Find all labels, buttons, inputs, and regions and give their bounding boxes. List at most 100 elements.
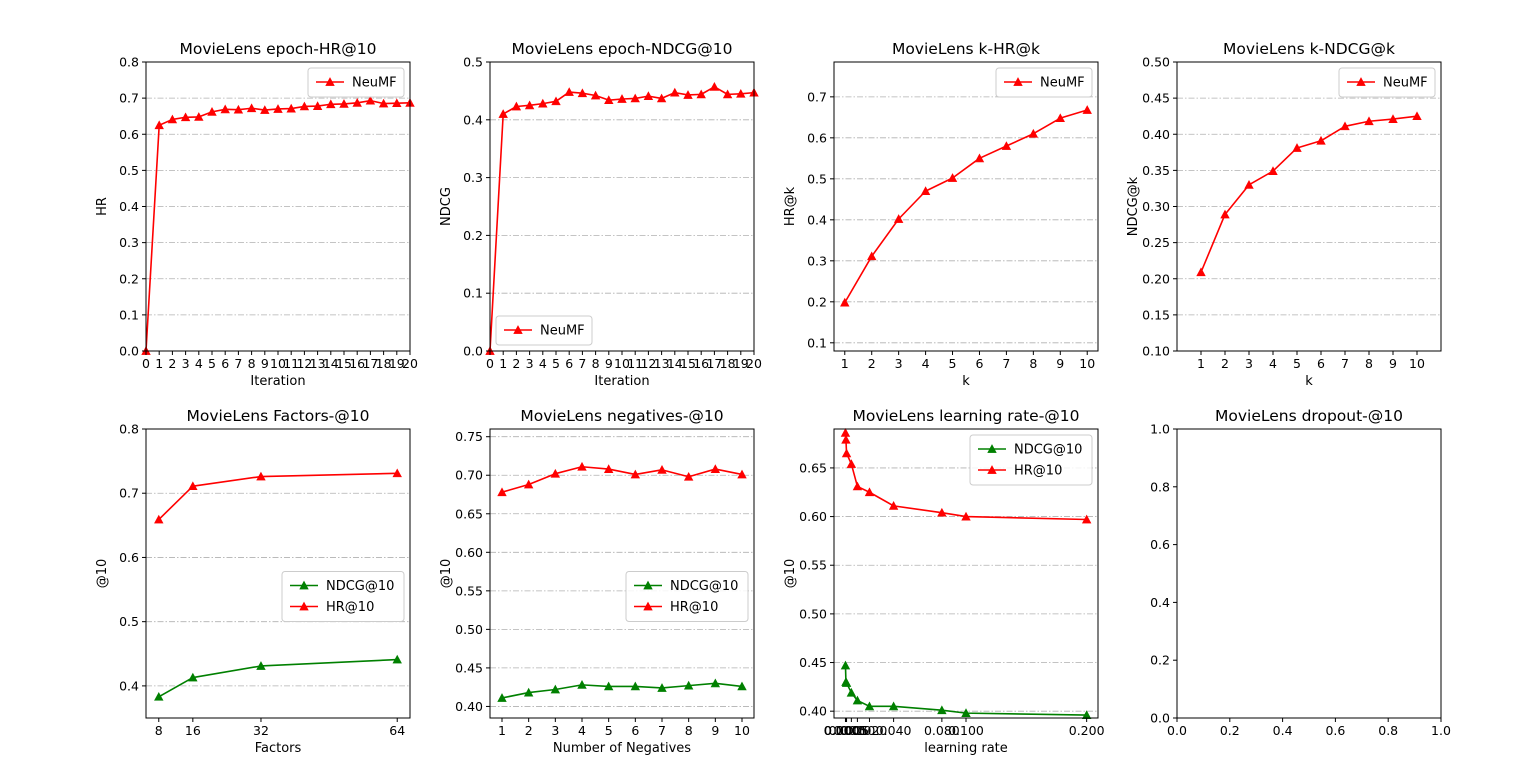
subplot-1: 0 1 2 3 4 5 6 7 8 9 10111213141516171819200.00.10.… <box>95 40 418 389</box>
x-tick-label: 2 <box>868 356 876 371</box>
x-tick-label: 8 <box>248 356 256 371</box>
x-tick-label: 13 <box>654 356 670 371</box>
data-point <box>852 481 863 491</box>
data-point <box>841 448 852 458</box>
y-tick-label: 0.45 <box>1142 91 1170 106</box>
data-point <box>937 705 947 715</box>
data-point <box>551 96 561 106</box>
y-tick-label: 0.5 <box>463 55 483 70</box>
legend: NeuMF <box>1338 67 1436 98</box>
y-axis-label: @10 <box>783 559 798 589</box>
x-tick-label: 0.0 <box>1167 723 1187 738</box>
x-tick-label: 7 <box>1002 356 1010 371</box>
y-tick-label: 0.8 <box>119 55 139 70</box>
x-tick-label: 0.200 <box>1069 723 1105 738</box>
data-point <box>670 87 680 97</box>
y-tick-label: 0.1 <box>807 335 827 350</box>
data-point <box>1196 267 1206 277</box>
y-tick-label: 0.70 <box>455 468 483 483</box>
data-point <box>1081 514 1092 524</box>
chart-title: MovieLens epoch-NDCG@10 <box>512 40 733 58</box>
x-tick-label: 0.4 <box>1273 723 1293 738</box>
x-tick-label: 8 <box>1029 356 1037 371</box>
y-tick-label: 0.10 <box>1142 344 1170 359</box>
data-point <box>710 678 721 688</box>
data-point <box>392 98 402 108</box>
x-tick-label: 8 <box>1365 356 1373 371</box>
data-point <box>846 687 857 697</box>
chart-title: MovieLens k-HR@k <box>892 40 1040 58</box>
data-point <box>523 479 534 489</box>
y-tick-label: 0.4 <box>807 212 827 227</box>
data-point <box>1220 209 1230 219</box>
data-point <box>154 691 164 701</box>
data-point <box>339 99 349 108</box>
legend-marker <box>987 465 997 474</box>
series-neumf <box>485 82 759 355</box>
legend-marker <box>325 77 335 86</box>
legend-label: NeuMF <box>1383 76 1428 91</box>
x-tick-label: 7 <box>1341 356 1349 371</box>
data-point <box>604 95 614 105</box>
y-tick-label: 0.40 <box>799 704 827 719</box>
x-tick-label: 5 <box>208 356 216 371</box>
series-line <box>501 465 743 493</box>
data-point <box>1055 113 1065 123</box>
x-tick-label: 15 <box>680 356 696 371</box>
data-point <box>498 109 508 118</box>
x-tick-label: 32 <box>253 723 269 738</box>
x-tick-label: 0 <box>142 356 150 371</box>
data-point <box>888 701 899 711</box>
y-tick-label: 0.7 <box>119 91 139 106</box>
legend-label: NeuMF <box>540 324 585 339</box>
data-point <box>1244 179 1254 189</box>
legend: NeuMF <box>995 67 1093 98</box>
data-point <box>497 693 507 702</box>
data-point <box>365 95 376 105</box>
data-point <box>220 104 230 114</box>
data-point <box>961 511 971 521</box>
chart-title: MovieLens learning rate-@10 <box>852 407 1079 425</box>
x-tick-label: 10 <box>614 356 630 371</box>
x-tick-label: 10 <box>1409 356 1425 371</box>
x-tick-label: 7 <box>578 356 586 371</box>
x-tick-label: 5 <box>605 723 613 738</box>
data-point <box>511 101 522 111</box>
y-tick-label: 0.50 <box>799 606 827 621</box>
chart-title: MovieLens Factors-@10 <box>187 407 370 425</box>
chart-title: MovieLens epoch-HR@10 <box>179 40 376 58</box>
data-point <box>180 112 191 122</box>
plot-frame <box>145 428 411 719</box>
y-tick-label: 0.6 <box>119 550 139 565</box>
x-tick-label: 3 <box>1245 356 1253 371</box>
x-tick-label: 0.080 <box>924 723 960 738</box>
y-tick-label: 0.55 <box>455 583 483 598</box>
y-tick-label: 0.7 <box>807 89 827 104</box>
x-tick-label: 9 <box>261 356 269 371</box>
x-tick-label: 2 <box>525 723 533 738</box>
x-tick-label: 11 <box>627 356 643 371</box>
legend-label: NDCG@10 <box>1014 443 1082 458</box>
chart-title: MovieLens k-NDCG@k <box>1223 40 1395 58</box>
data-point <box>1028 128 1039 138</box>
data-point <box>867 251 877 261</box>
y-tick-label: 0.2 <box>463 228 483 243</box>
data-point <box>840 428 851 437</box>
legend-box <box>969 434 1093 486</box>
data-point <box>590 90 601 100</box>
y-tick-label: 0.4 <box>119 199 139 214</box>
x-tick-label: 17 <box>706 356 722 371</box>
y-tick-label: 0.6 <box>1150 537 1170 552</box>
x-tick-label: 2 <box>168 356 176 371</box>
y-tick-label: 0.8 <box>119 422 139 437</box>
data-point <box>378 98 389 108</box>
x-tick-label: 13 <box>310 356 326 371</box>
y-tick-label: 0.0 <box>119 344 139 359</box>
data-point <box>920 186 931 195</box>
y-axis-label: @10 <box>439 559 454 589</box>
y-axis-label: NDCG <box>439 187 454 226</box>
data-point <box>577 461 587 471</box>
series-hr-10 <box>497 461 747 497</box>
data-point <box>286 103 296 113</box>
